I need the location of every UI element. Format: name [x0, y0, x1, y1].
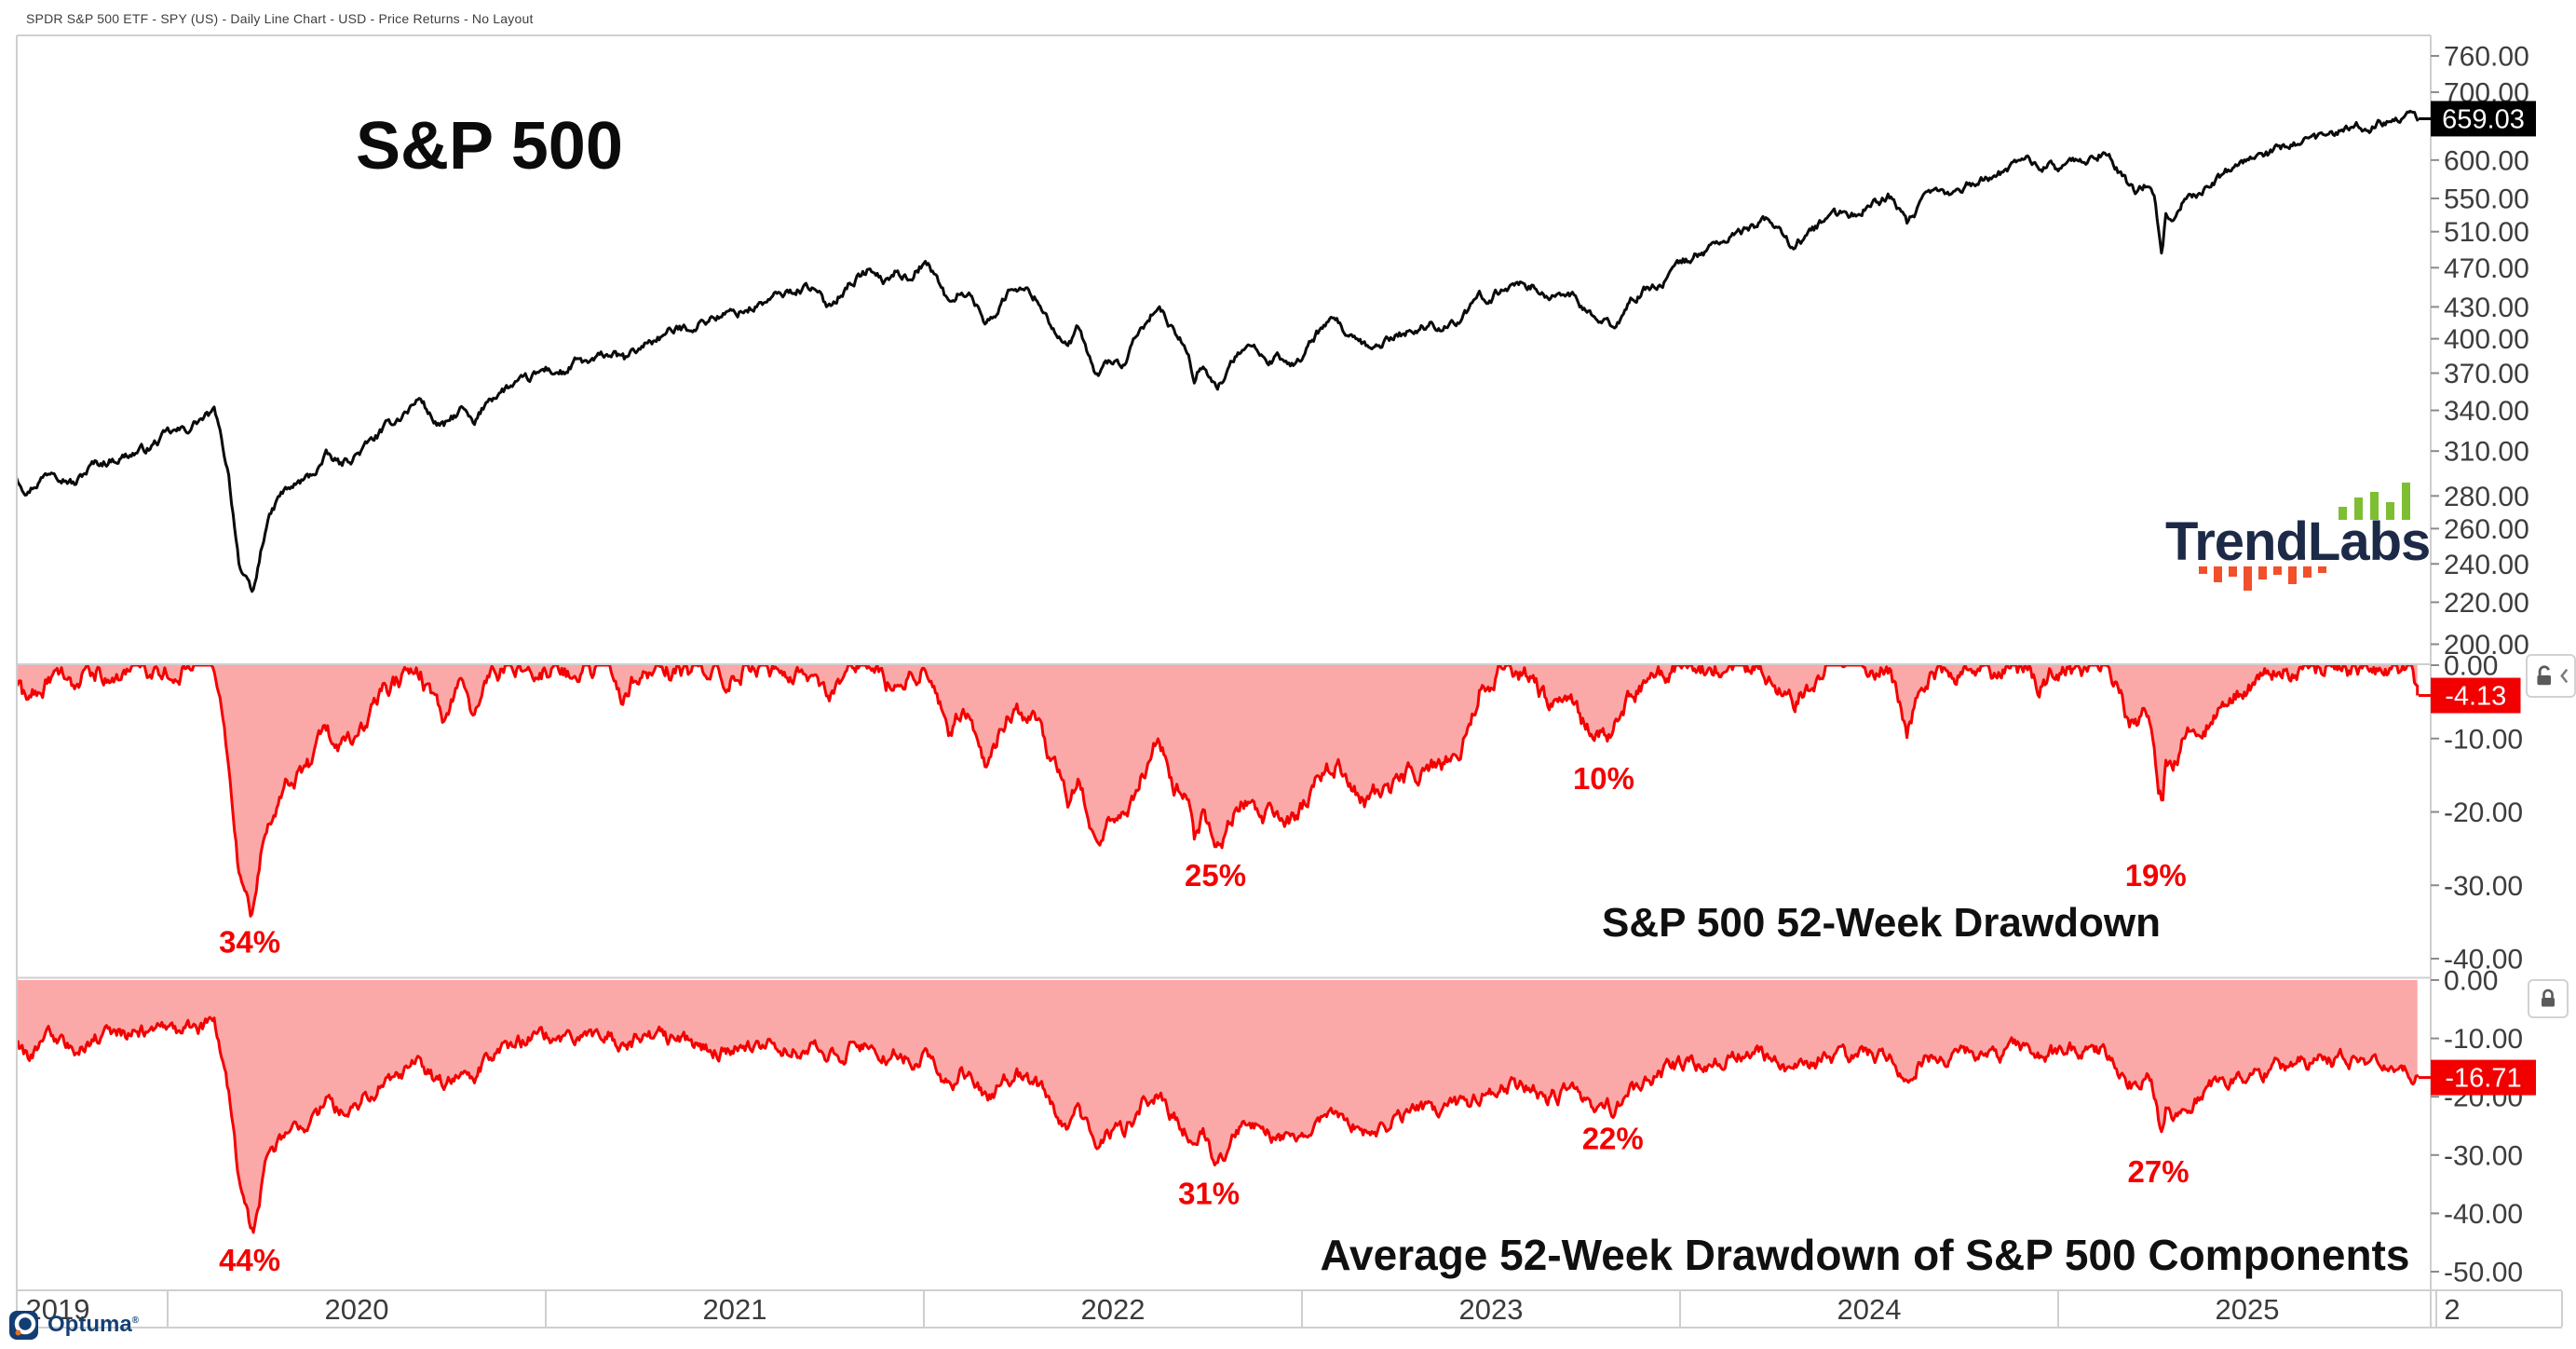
drawdown-annotation: 31%: [1178, 1177, 1240, 1211]
y-axis-tick-label: 220.00: [2444, 588, 2529, 619]
price-panel: [17, 109, 2420, 593]
y-axis-tick-label: 340.00: [2444, 396, 2529, 427]
component-drawdown-value-badge: [2431, 1059, 2536, 1096]
component-drawdown-value-badge-text: -16.71: [2445, 1064, 2521, 1094]
x-axis-year-label: 2025: [2216, 1293, 2280, 1326]
last-price-badge: [2431, 101, 2536, 137]
y-axis-tick-label: 370.00: [2444, 359, 2529, 389]
x-axis-year-label: 2021: [703, 1293, 767, 1326]
sp500-drawdown-panel: [17, 664, 2420, 918]
y-axis-tick-label: 200.00: [2444, 630, 2529, 661]
sp500-price-line: [17, 109, 2420, 593]
sp500-drawdown-area-fill: [17, 665, 2418, 917]
optuma-icon: [9, 1311, 38, 1340]
x-axis-year-label: 2023: [1459, 1293, 1524, 1326]
y-axis-tick-label: 0.00: [2444, 651, 2498, 682]
x-axis-year-label: 2020: [325, 1293, 389, 1326]
chart-label-sp500: S&P 500: [356, 109, 623, 184]
y-axis-tick-label: -10.00: [2444, 1024, 2523, 1055]
y-axis-tick-label: -30.00: [2444, 871, 2523, 902]
drawdown-value-badge-text: -4.13: [2445, 682, 2506, 712]
y-axis-tick-label: 400.00: [2444, 324, 2529, 355]
drawdown-value-badge: [2431, 677, 2521, 714]
registered-mark: ®: [131, 1315, 140, 1326]
x-axis-year-label: 2: [2444, 1293, 2460, 1326]
trendlabs-logo: TrendLabs: [2165, 477, 2435, 619]
panel-title-avg-component-drawdown: Average 52-Week Drawdown of S&P 500 Comp…: [1320, 1231, 2410, 1279]
component-drawdown-area-fill: [17, 980, 2418, 1233]
y-axis-tick-label: 280.00: [2444, 482, 2529, 512]
axis-lock-button[interactable]: [2528, 979, 2569, 1018]
x-axis-year-label: 2024: [1837, 1293, 1902, 1326]
y-axis-tick-label: -50.00: [2444, 1258, 2523, 1288]
sp500-drawdown-line: [17, 664, 2420, 918]
lock-icon: [2542, 988, 2555, 1007]
y-axis-tick-label: 0.00: [2444, 966, 2498, 997]
lock-open-icon: [2537, 664, 2552, 685]
y-axis-tick-label: 470.00: [2444, 253, 2529, 284]
y-axis-tick-label: 260.00: [2444, 514, 2529, 545]
y-axis-tick-label: 550.00: [2444, 184, 2529, 214]
component-drawdown-line: [17, 1015, 2420, 1234]
y-axis-tick-label: 600.00: [2444, 145, 2529, 176]
drawdown-annotation: 19%: [2125, 858, 2187, 893]
y-axis-tick-label: -20.00: [2444, 797, 2523, 828]
optuma-wordmark: Optuma®: [47, 1312, 140, 1337]
y-axis-tick-label: 510.00: [2444, 217, 2529, 248]
drawdown-annotation: 25%: [1185, 858, 1246, 893]
drawdown-annotation: 10%: [1573, 761, 1634, 796]
x-axis-year-label: 2022: [1081, 1293, 1146, 1326]
y-axis-tick-label: 760.00: [2444, 42, 2529, 73]
drawdown-annotation: 44%: [219, 1243, 280, 1277]
optuma-logo: Optuma®: [9, 1307, 139, 1342]
y-axis-tick-label: 310.00: [2444, 437, 2529, 468]
chevron-left-icon: [2560, 668, 2569, 684]
drawdown-annotation: 22%: [1582, 1121, 1644, 1155]
chart-title-bar: SPDR S&P 500 ETF - SPY (US) - Daily Line…: [26, 11, 534, 26]
trendlabs-wordmark: TrendLabs: [2165, 511, 2431, 572]
y-axis-tick-label: 430.00: [2444, 293, 2529, 323]
drawdown-annotation: 34%: [219, 925, 280, 960]
drawdown-annotation: 27%: [2128, 1154, 2190, 1189]
y-axis-tick-label: -10.00: [2444, 724, 2523, 755]
y-axis-tick-label: -30.00: [2444, 1140, 2523, 1171]
y-axis-tick-label: -40.00: [2444, 1199, 2523, 1230]
panel-title-sp500-drawdown: S&P 500 52-Week Drawdown: [1602, 900, 2161, 946]
last-price-badge-text: 659.03: [2442, 104, 2525, 134]
trendlabs-orange-bars-icon: [2199, 566, 2326, 591]
y-axis-tick-label: -40.00: [2444, 945, 2523, 975]
axis-unlock-button[interactable]: [2526, 654, 2576, 698]
component-drawdown-panel: [17, 980, 2420, 1234]
trendlabs-green-bars-icon: [2339, 483, 2410, 520]
y-axis-tick-label: 240.00: [2444, 550, 2529, 580]
